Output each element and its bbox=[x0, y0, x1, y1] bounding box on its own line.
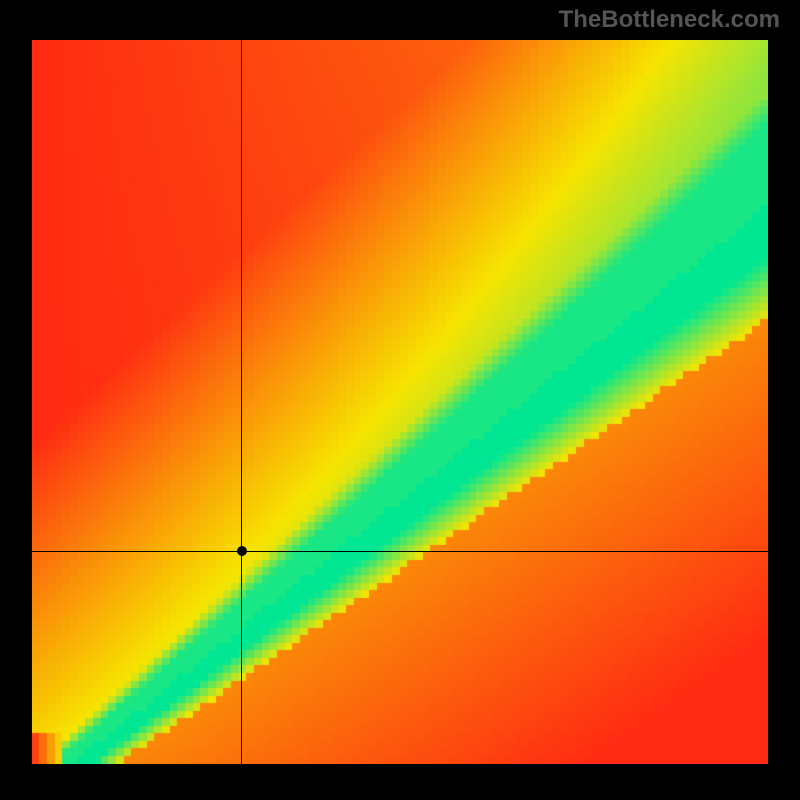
watermark-text: TheBottleneck.com bbox=[559, 6, 780, 34]
bottleneck-heatmap bbox=[32, 40, 768, 764]
